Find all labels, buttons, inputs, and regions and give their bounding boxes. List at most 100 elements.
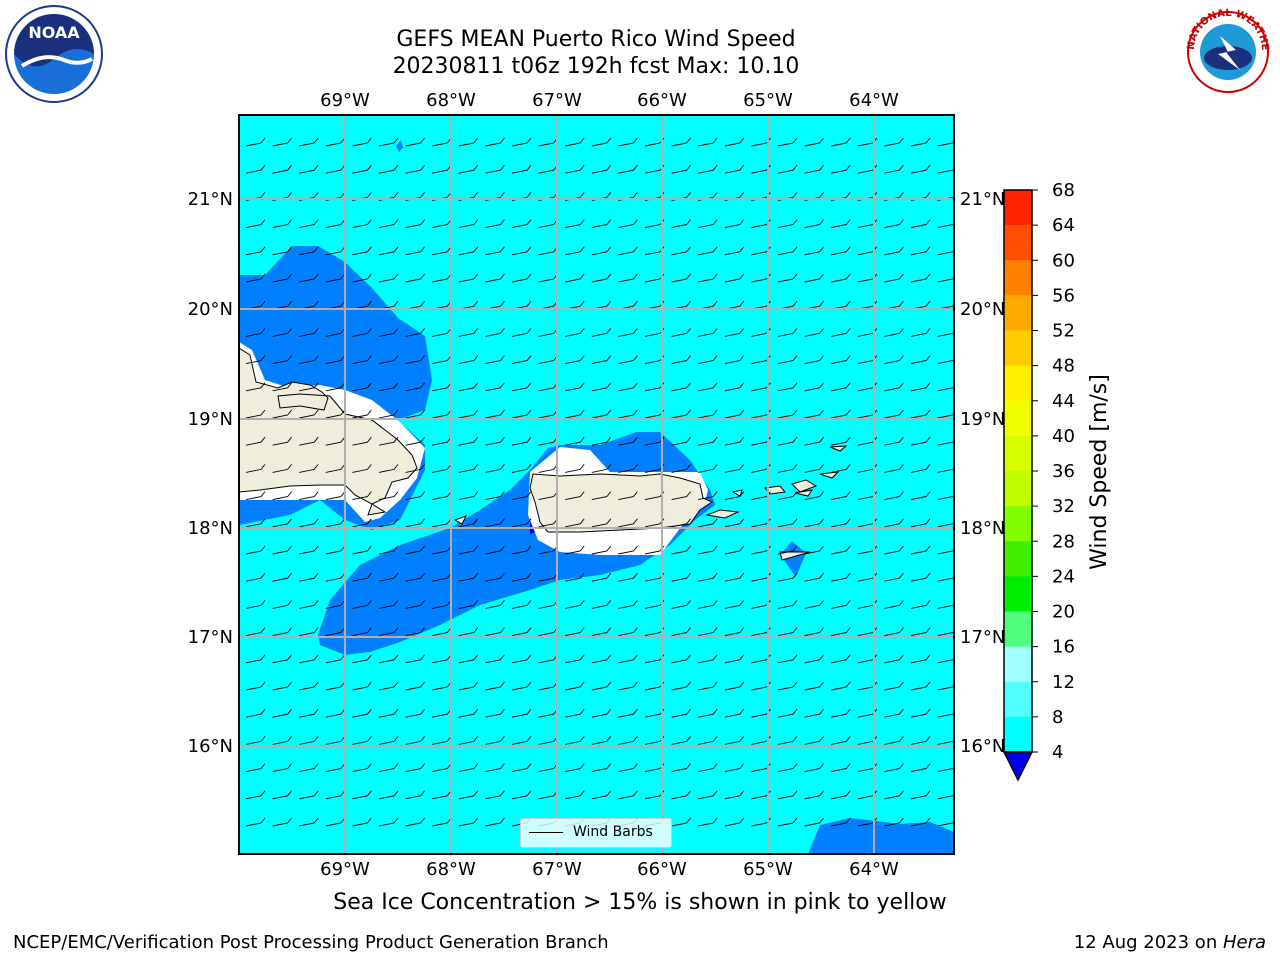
wind-barb (405, 627, 425, 637)
wind-barb (245, 790, 266, 800)
lon-label-top-65: 65°W (743, 90, 793, 111)
wind-barb (831, 328, 851, 337)
wind-barb (565, 681, 585, 691)
lat-label-left-19: 19°N (188, 409, 233, 430)
wind-barb (804, 627, 824, 637)
wind-barb (458, 708, 479, 718)
wind-barb (299, 246, 319, 256)
wind-barb (245, 572, 266, 582)
wind-barb (352, 545, 372, 555)
wind-barb (671, 219, 691, 229)
wind-barb (511, 164, 532, 174)
wind-barb (831, 164, 851, 174)
wind-barb (618, 708, 638, 718)
wind-barb (432, 708, 452, 718)
wind-barb (458, 736, 479, 745)
colorbar-bin (1004, 435, 1032, 472)
wind-barb (884, 464, 904, 473)
colorbar-bin (1004, 225, 1032, 261)
wind-barb (325, 736, 346, 745)
wind-barb (724, 600, 745, 609)
wind-barb (272, 436, 292, 446)
colorbar-bin (1004, 611, 1032, 648)
wind-barb (325, 518, 346, 528)
wind-barb (432, 627, 452, 637)
wind-barb (857, 790, 878, 800)
wind-barb (751, 572, 771, 582)
wind-barb (618, 246, 638, 256)
wind-barb (591, 382, 612, 392)
wind-barb (591, 627, 612, 637)
wind-barb (777, 627, 798, 637)
colorbar: 68 64 60 56 52 48 44 40 36 32 28 24 20 16 12 8 4 (1002, 180, 1075, 782)
wind-barb (405, 464, 425, 473)
wind-barb (458, 464, 479, 473)
wind-barb (405, 273, 425, 283)
wind-barb (245, 409, 266, 419)
lat-label-left-21: 21°N (188, 189, 233, 210)
wind-barb (458, 600, 479, 609)
wind-barb (698, 545, 718, 555)
wind-barb (831, 572, 851, 582)
wind-barb (299, 491, 319, 501)
wind-barb (910, 436, 931, 446)
wind-barb (245, 654, 266, 664)
footer-date-text: 12 Aug 2023 on (1073, 932, 1223, 953)
wind-barb (299, 518, 319, 528)
wind-barb (857, 627, 878, 637)
wind-barb (671, 273, 691, 283)
wind-barb (857, 600, 878, 609)
wind-barb (378, 219, 399, 229)
wind-barb (352, 382, 372, 392)
wind-barb (378, 817, 399, 827)
lat-label-right-17: 17°N (960, 627, 1005, 648)
wind-barb (857, 382, 878, 392)
wind-barb (804, 246, 824, 256)
lat-label-right-19: 19°N (960, 409, 1005, 430)
wind-barb (618, 654, 638, 664)
wind-barb (432, 790, 452, 800)
wind-barb (937, 521, 954, 528)
wind-barb (565, 246, 585, 256)
wind-barb (910, 518, 931, 528)
wind-barb (565, 790, 585, 800)
wind-barb (405, 382, 425, 392)
wind-barb (325, 164, 346, 174)
wind-barb (884, 572, 904, 582)
wind-barb (804, 137, 824, 147)
wind-barb (671, 763, 691, 773)
wind-barb (671, 382, 691, 392)
wind-barb (937, 494, 954, 501)
wind-barb (245, 545, 266, 555)
wind-barb (777, 600, 798, 609)
wind-barb (485, 219, 505, 229)
wind-barb (751, 491, 771, 501)
colorbar-tick-label: 32 (1052, 496, 1075, 517)
colorbar-tick-label: 36 (1052, 461, 1075, 482)
wind-barb (325, 137, 346, 147)
wind-barb (378, 355, 399, 365)
colorbar-bin (1004, 716, 1032, 753)
wind-barb (618, 164, 638, 174)
wind-barb (591, 355, 612, 365)
wind-barb (777, 409, 798, 419)
wind-barb (698, 654, 718, 664)
wind-barb (458, 763, 479, 773)
wind-barb (378, 491, 399, 501)
wind-barb (937, 548, 954, 555)
wind-barb (671, 545, 691, 555)
wind-barb (618, 328, 638, 337)
wind-barb (511, 654, 532, 664)
wind-barb (485, 545, 505, 555)
land-vieques (705, 509, 740, 519)
wind-barb (618, 491, 638, 501)
wind-barb (831, 736, 851, 745)
wind-barb (910, 572, 931, 582)
wind-barb (831, 219, 851, 229)
wind-barb (458, 817, 479, 827)
wind-barb (831, 654, 851, 664)
lat-label-right-20: 20°N (960, 299, 1005, 320)
wind-barb (777, 164, 798, 174)
wind-barb (405, 219, 425, 229)
